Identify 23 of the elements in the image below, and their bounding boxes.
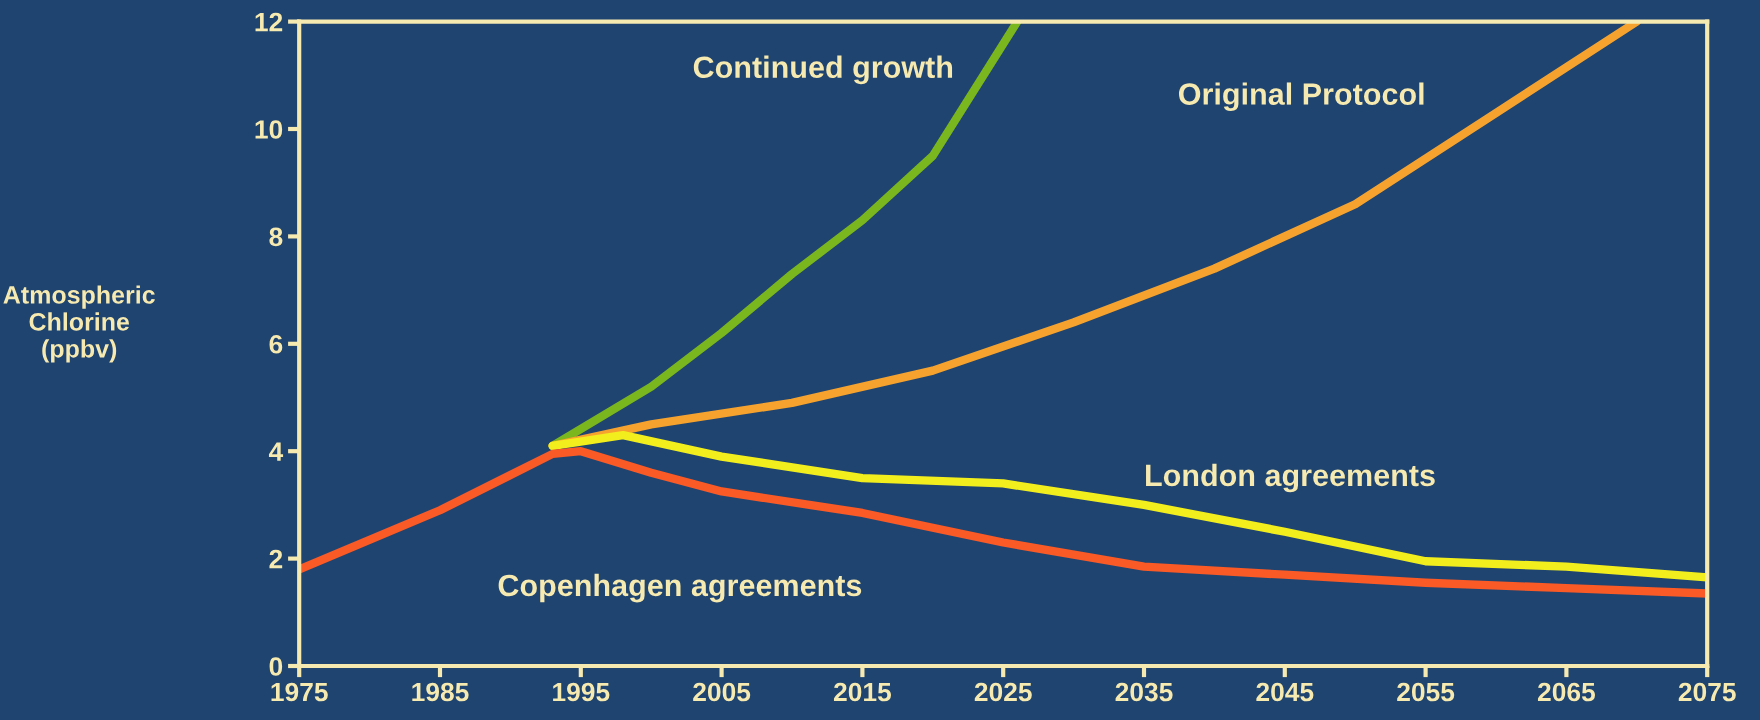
x-tick-label: 2025	[974, 682, 1032, 702]
y-tick-label: 8	[269, 227, 283, 247]
x-tick-label: 2075	[1678, 682, 1736, 702]
x-tick-label: 1985	[412, 682, 469, 702]
y-tick-label: 10	[255, 120, 283, 139]
x-tick-label: 1975	[271, 682, 328, 702]
y-tick-label: 0	[269, 657, 283, 676]
y-tick-label: 12	[255, 12, 283, 32]
y-tick-label: 2	[269, 549, 283, 569]
x-tick-label: 1995	[553, 682, 610, 702]
y-tick-label: 4	[268, 442, 284, 461]
x-tick-label: 2015	[833, 682, 892, 702]
x-tick-label: 2045	[1256, 682, 1314, 702]
y-axis-title: Atmospheric Chlorine (ppbv)	[3, 285, 155, 363]
series-label: Continued growth	[693, 55, 953, 85]
series-label: Original Protocol	[1179, 82, 1424, 112]
series-label: Copenhagen agreements	[498, 573, 862, 603]
x-tick-label: 2005	[693, 682, 751, 702]
x-tick-label: 2035	[1115, 682, 1173, 702]
x-tick-label: 2065	[1537, 682, 1596, 702]
series-label: London agreements	[1146, 463, 1435, 493]
x-tick-label: 2055	[1397, 682, 1455, 702]
y-tick-label: 6	[269, 334, 283, 354]
